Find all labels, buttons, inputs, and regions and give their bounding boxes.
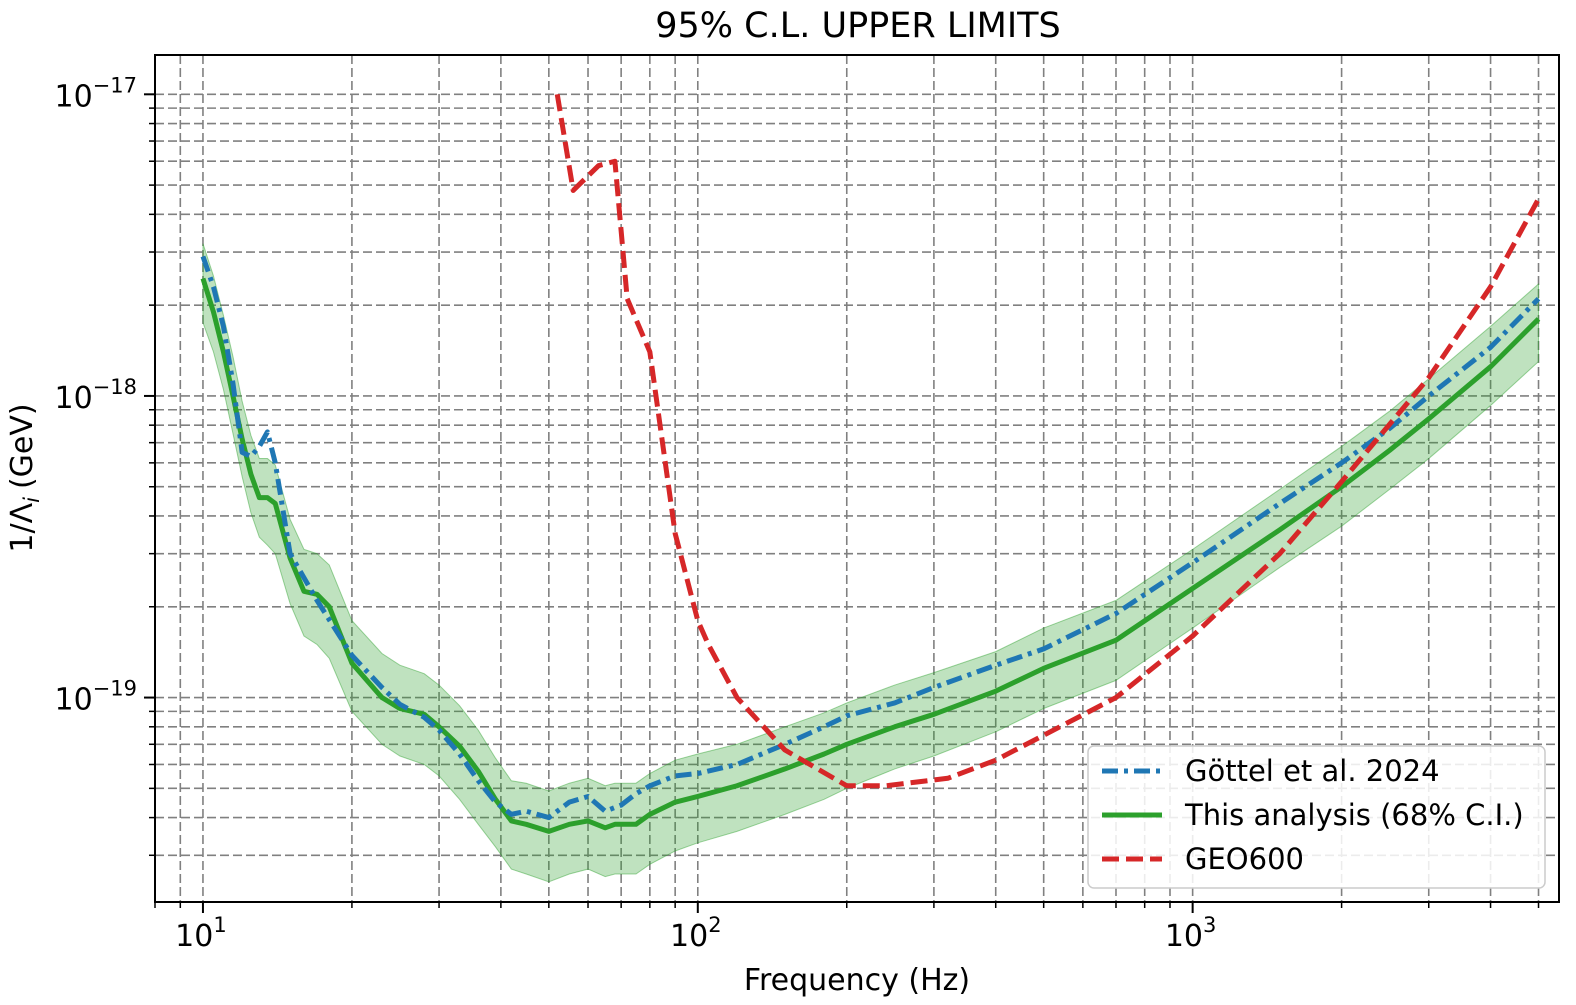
x-tick-label: 102 <box>670 913 722 954</box>
chart-title: 95% C.L. UPPER LIMITS <box>655 6 1061 46</box>
legend-box <box>1087 745 1546 889</box>
y-axis-label-main: 1/Λ <box>5 502 40 552</box>
series-line-gottel-2024 <box>200 255 1541 821</box>
y-tick-label: 10−19 <box>54 677 137 718</box>
series-layer <box>200 93 1541 834</box>
axis-ticks: 101 102 103 10−19 10−18 10−17 <box>54 73 1540 954</box>
x-tick-label: 103 <box>1165 913 1217 954</box>
series-line-this-analysis <box>200 277 1541 834</box>
legend: Göttel et al. 2024 This analysis (68% C.… <box>1087 745 1546 889</box>
y-axis-label-subscript: i <box>20 497 44 503</box>
legend-label-gottel: Göttel et al. 2024 <box>1185 754 1440 788</box>
series-line-geo600 <box>554 93 1541 789</box>
plot-frame <box>154 54 1560 903</box>
y-axis-label: 1/Λi (GeV) <box>5 403 44 552</box>
legend-label-geo600: GEO600 <box>1185 842 1304 876</box>
y-tick-label: 10−17 <box>54 73 137 114</box>
x-axis-label: Frequency (Hz) <box>744 963 970 998</box>
confidence-band-68 <box>202 243 1540 883</box>
x-tick-label: 101 <box>175 913 227 954</box>
legend-label-this-analysis: This analysis (68% C.I.) <box>1184 798 1524 832</box>
y-tick-label: 10−18 <box>54 375 137 416</box>
y-axis-label-unit: (GeV) <box>5 403 40 489</box>
confidence-band-layer <box>202 243 1540 883</box>
